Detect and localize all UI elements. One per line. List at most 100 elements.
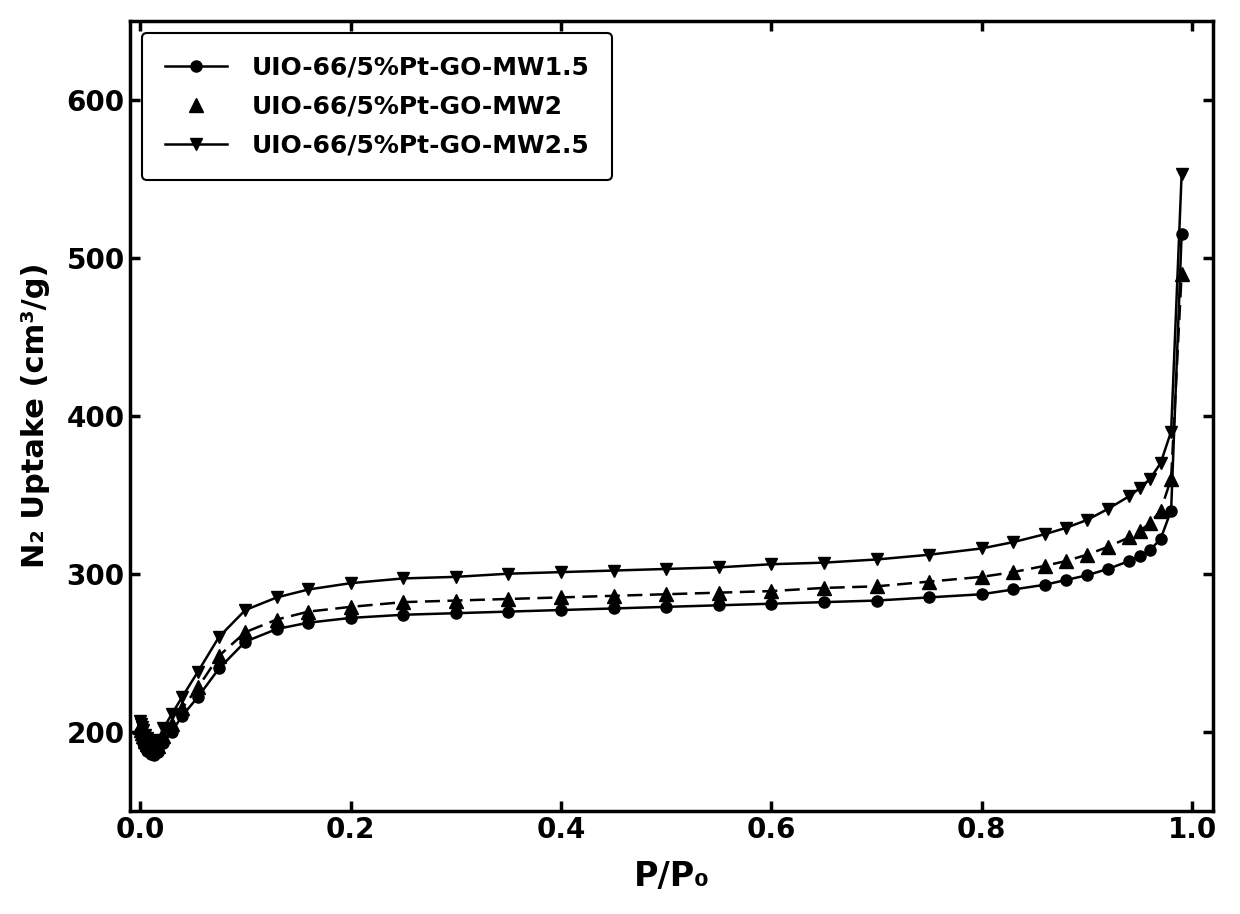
UIO-66/5%Pt-GO-MW2.5 <box>134 718 149 729</box>
UIO-66/5%Pt-GO-MW2 <box>975 571 990 582</box>
UIO-66/5%Pt-GO-MW1.5 <box>138 742 153 753</box>
UIO-66/5%Pt-GO-MW1.5 <box>1122 556 1137 567</box>
UIO-66/5%Pt-GO-MW2.5 <box>1132 483 1147 494</box>
UIO-66/5%Pt-GO-MW2 <box>501 593 516 604</box>
UIO-66/5%Pt-GO-MW1.5 <box>150 747 165 758</box>
UIO-66/5%Pt-GO-MW2 <box>146 744 161 755</box>
UIO-66/5%Pt-GO-MW2.5 <box>136 725 151 736</box>
UIO-66/5%Pt-GO-MW2.5 <box>238 604 253 615</box>
UIO-66/5%Pt-GO-MW2.5 <box>1080 515 1095 526</box>
UIO-66/5%Pt-GO-MW1.5 <box>269 623 284 634</box>
UIO-66/5%Pt-GO-MW2.5 <box>343 578 358 589</box>
UIO-66/5%Pt-GO-MW2 <box>712 587 727 598</box>
UIO-66/5%Pt-GO-MW2.5 <box>606 565 621 576</box>
UIO-66/5%Pt-GO-MW2 <box>134 725 149 736</box>
UIO-66/5%Pt-GO-MW2 <box>191 682 206 693</box>
UIO-66/5%Pt-GO-MW2.5 <box>501 569 516 579</box>
UIO-66/5%Pt-GO-MW1.5 <box>136 738 151 749</box>
UIO-66/5%Pt-GO-MW1.5 <box>501 606 516 617</box>
UIO-66/5%Pt-GO-MW2 <box>135 728 150 739</box>
UIO-66/5%Pt-GO-MW2 <box>449 595 464 606</box>
UIO-66/5%Pt-GO-MW2 <box>301 606 316 617</box>
UIO-66/5%Pt-GO-MW1.5 <box>712 600 727 611</box>
UIO-66/5%Pt-GO-MW1.5 <box>1101 563 1116 574</box>
UIO-66/5%Pt-GO-MW1.5 <box>764 599 779 610</box>
UIO-66/5%Pt-GO-MW1.5 <box>133 727 148 738</box>
UIO-66/5%Pt-GO-MW2 <box>1174 268 1189 279</box>
UIO-66/5%Pt-GO-MW2.5 <box>133 715 148 726</box>
UIO-66/5%Pt-GO-MW2 <box>143 742 157 753</box>
UIO-66/5%Pt-GO-MW2.5 <box>150 734 165 745</box>
UIO-66/5%Pt-GO-MW1.5 <box>1059 575 1074 586</box>
UIO-66/5%Pt-GO-MW1.5 <box>134 729 149 740</box>
UIO-66/5%Pt-GO-MW2.5 <box>1006 537 1021 547</box>
UIO-66/5%Pt-GO-MW1.5 <box>301 617 316 628</box>
UIO-66/5%Pt-GO-MW1.5 <box>135 732 150 743</box>
UIO-66/5%Pt-GO-MW2.5 <box>191 666 206 677</box>
UIO-66/5%Pt-GO-MW2 <box>1132 526 1147 537</box>
UIO-66/5%Pt-GO-MW1.5 <box>175 710 190 721</box>
UIO-66/5%Pt-GO-MW2.5 <box>138 729 153 740</box>
UIO-66/5%Pt-GO-MW2.5 <box>1174 168 1189 179</box>
UIO-66/5%Pt-GO-MW2 <box>136 731 151 742</box>
UIO-66/5%Pt-GO-MW2 <box>140 739 155 749</box>
UIO-66/5%Pt-GO-MW1.5 <box>212 663 227 674</box>
UIO-66/5%Pt-GO-MW2 <box>343 601 358 612</box>
UIO-66/5%Pt-GO-MW2.5 <box>135 721 150 732</box>
UIO-66/5%Pt-GO-MW1.5 <box>449 608 464 619</box>
UIO-66/5%Pt-GO-MW1.5 <box>1006 584 1021 595</box>
UIO-66/5%Pt-GO-MW1.5 <box>816 597 831 608</box>
UIO-66/5%Pt-GO-MW2.5 <box>175 691 190 702</box>
UIO-66/5%Pt-GO-MW1.5 <box>156 738 171 749</box>
UIO-66/5%Pt-GO-MW2 <box>1080 549 1095 560</box>
UIO-66/5%Pt-GO-MW2.5 <box>1153 458 1168 469</box>
UIO-66/5%Pt-GO-MW2.5 <box>1142 473 1157 484</box>
X-axis label: P/P₀: P/P₀ <box>634 860 709 893</box>
UIO-66/5%Pt-GO-MW1.5 <box>164 727 179 738</box>
UIO-66/5%Pt-GO-MW2.5 <box>164 708 179 719</box>
UIO-66/5%Pt-GO-MW2 <box>1101 541 1116 552</box>
UIO-66/5%Pt-GO-MW2 <box>138 736 153 747</box>
Line: UIO-66/5%Pt-GO-MW2: UIO-66/5%Pt-GO-MW2 <box>133 267 1189 756</box>
UIO-66/5%Pt-GO-MW1.5 <box>869 595 884 606</box>
UIO-66/5%Pt-GO-MW2 <box>238 627 253 638</box>
UIO-66/5%Pt-GO-MW2.5 <box>764 558 779 569</box>
UIO-66/5%Pt-GO-MW1.5 <box>658 601 673 612</box>
UIO-66/5%Pt-GO-MW2 <box>175 703 190 714</box>
UIO-66/5%Pt-GO-MW1.5 <box>396 610 410 621</box>
UIO-66/5%Pt-GO-MW2.5 <box>1101 504 1116 515</box>
UIO-66/5%Pt-GO-MW1.5 <box>140 745 155 756</box>
UIO-66/5%Pt-GO-MW2 <box>150 740 165 751</box>
UIO-66/5%Pt-GO-MW2.5 <box>1163 426 1178 437</box>
UIO-66/5%Pt-GO-MW2.5 <box>816 558 831 569</box>
UIO-66/5%Pt-GO-MW1.5 <box>975 589 990 600</box>
UIO-66/5%Pt-GO-MW2.5 <box>301 584 316 595</box>
UIO-66/5%Pt-GO-MW2.5 <box>658 563 673 574</box>
UIO-66/5%Pt-GO-MW2.5 <box>1038 528 1053 539</box>
UIO-66/5%Pt-GO-MW1.5 <box>1038 579 1053 590</box>
UIO-66/5%Pt-GO-MW2 <box>1163 473 1178 484</box>
UIO-66/5%Pt-GO-MW2.5 <box>212 632 227 643</box>
UIO-66/5%Pt-GO-MW2.5 <box>1059 523 1074 534</box>
Y-axis label: N₂ Uptake (cm³/g): N₂ Uptake (cm³/g) <box>21 263 50 569</box>
UIO-66/5%Pt-GO-MW2 <box>1038 560 1053 571</box>
UIO-66/5%Pt-GO-MW2.5 <box>143 736 157 747</box>
UIO-66/5%Pt-GO-MW2 <box>1122 532 1137 543</box>
Line: UIO-66/5%Pt-GO-MW2.5: UIO-66/5%Pt-GO-MW2.5 <box>134 168 1188 749</box>
UIO-66/5%Pt-GO-MW1.5 <box>921 592 936 603</box>
UIO-66/5%Pt-GO-MW2 <box>133 721 148 732</box>
UIO-66/5%Pt-GO-MW2 <box>606 590 621 601</box>
UIO-66/5%Pt-GO-MW2.5 <box>869 554 884 565</box>
UIO-66/5%Pt-GO-MW1.5 <box>238 636 253 647</box>
UIO-66/5%Pt-GO-MW2.5 <box>269 592 284 603</box>
UIO-66/5%Pt-GO-MW2 <box>1059 556 1074 567</box>
UIO-66/5%Pt-GO-MW2.5 <box>146 738 161 749</box>
UIO-66/5%Pt-GO-MW1.5 <box>1174 228 1189 239</box>
Legend: UIO-66/5%Pt-GO-MW1.5, UIO-66/5%Pt-GO-MW2, UIO-66/5%Pt-GO-MW2.5: UIO-66/5%Pt-GO-MW1.5, UIO-66/5%Pt-GO-MW2… <box>143 33 613 180</box>
UIO-66/5%Pt-GO-MW2 <box>164 718 179 729</box>
UIO-66/5%Pt-GO-MW2 <box>212 651 227 662</box>
UIO-66/5%Pt-GO-MW2 <box>1153 505 1168 516</box>
UIO-66/5%Pt-GO-MW2.5 <box>156 723 171 734</box>
UIO-66/5%Pt-GO-MW2.5 <box>712 562 727 573</box>
UIO-66/5%Pt-GO-MW2.5 <box>449 571 464 582</box>
